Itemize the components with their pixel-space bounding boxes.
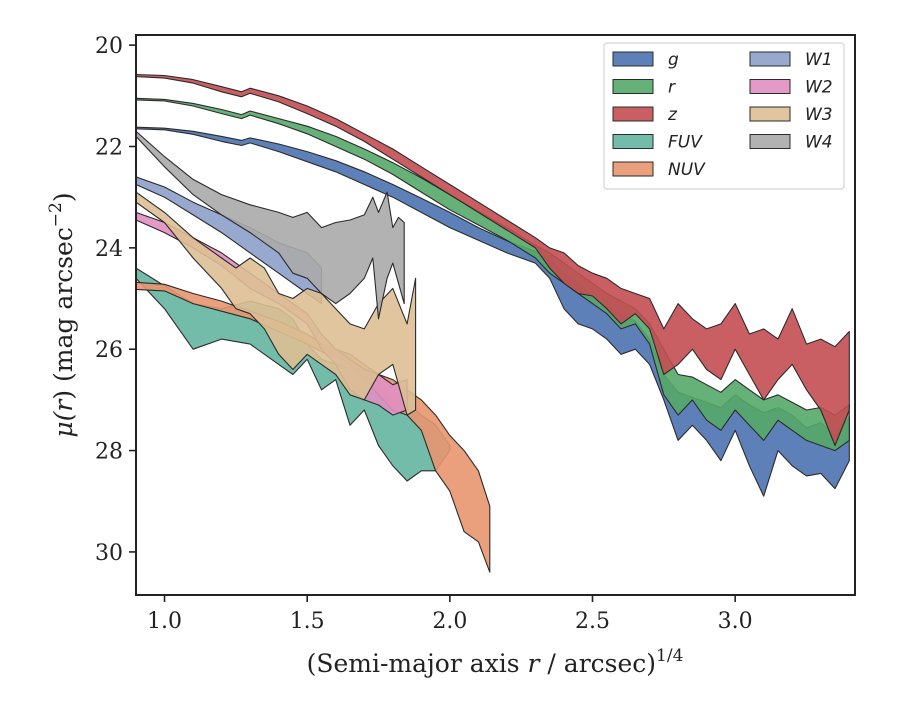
legend-swatch-w3 bbox=[749, 106, 791, 122]
x-axis-label: (Semi-major axis r / arcsec)1/4 bbox=[307, 646, 684, 678]
legend-swatch-g bbox=[612, 51, 654, 67]
band-layer bbox=[136, 73, 850, 573]
y-tick-label: 20 bbox=[95, 34, 123, 59]
band-w4 bbox=[136, 130, 405, 320]
y-tick-label: 24 bbox=[95, 237, 123, 262]
y-tick-label: 28 bbox=[95, 440, 123, 465]
x-tick-label: 2.0 bbox=[432, 609, 467, 634]
legend-label-w3: W3 bbox=[805, 105, 833, 125]
legend-swatch-w2 bbox=[749, 79, 791, 94]
axes-layer: 1.0 1.5 2.0 2.5 3.0 20 22 24 26 28 30 bbox=[95, 34, 753, 634]
legend-swatch-w1 bbox=[749, 51, 791, 67]
y-tick-label: 22 bbox=[95, 135, 123, 160]
legend-label-r: r bbox=[668, 78, 676, 98]
legend-swatch-r bbox=[612, 79, 654, 94]
legend: grz FUV NUV W1 W2 W3 W4 bbox=[603, 42, 845, 190]
legend-swatch-fuv bbox=[612, 134, 654, 149]
legend-swatch-z bbox=[612, 106, 654, 122]
legend-label-g: g bbox=[668, 50, 679, 70]
legend-label-w2: W2 bbox=[805, 78, 833, 98]
legend-label-fuv: FUV bbox=[668, 133, 703, 153]
y-tick-label: 30 bbox=[95, 541, 123, 566]
legend-label-w4: W4 bbox=[805, 133, 833, 153]
y-axis-label: μ(r) (mag arcsec−2) bbox=[46, 192, 78, 437]
legend-label-w1: W1 bbox=[805, 50, 833, 70]
x-tick-label: 2.5 bbox=[575, 609, 610, 634]
legend-label-z: z bbox=[667, 105, 678, 125]
legend-swatch-nuv bbox=[612, 161, 654, 177]
x-tick-label: 1.0 bbox=[147, 609, 182, 634]
band-z bbox=[136, 73, 850, 447]
legend-label-nuv: NUV bbox=[668, 160, 706, 180]
x-tick-label: 3.0 bbox=[718, 609, 753, 634]
band-w3 bbox=[136, 191, 417, 416]
y-tick-label: 26 bbox=[95, 338, 123, 363]
legend-swatch-w4 bbox=[749, 134, 791, 149]
x-tick-label: 1.5 bbox=[290, 609, 325, 634]
plot-frame bbox=[135, 34, 856, 596]
